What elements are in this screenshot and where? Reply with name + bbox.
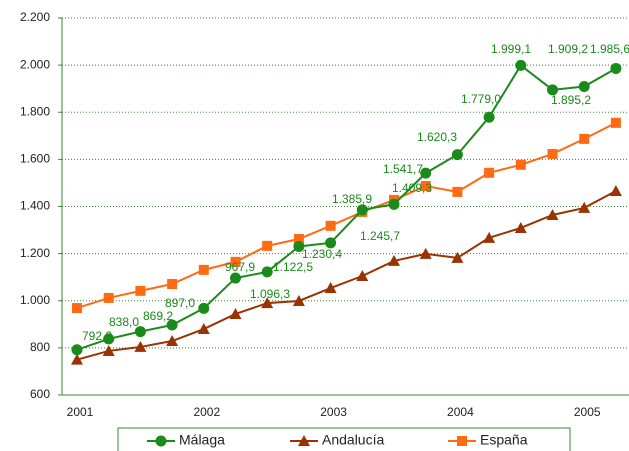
data-label: 1.385,9 [332,192,372,206]
data-label: 1.999,1 [491,42,531,56]
point [420,167,432,179]
point [230,272,241,284]
point [230,256,241,267]
point [103,333,115,345]
point [135,285,146,296]
point [483,111,495,123]
series-line [76,121,617,310]
data-label: 1.096,3 [250,287,290,301]
point [484,167,495,178]
point [578,81,590,93]
point [514,221,527,233]
point [356,270,369,282]
point [103,292,114,303]
data-label: 897,0 [165,296,195,310]
point [610,117,621,128]
x-tick-label: 2001 [67,405,94,419]
x-tick-label: 2005 [574,405,601,419]
data-label: 792,2 [82,329,112,343]
data-label: 1.230,4 [302,247,342,261]
point [451,251,464,263]
point [293,234,304,245]
legend-marker [457,436,467,446]
series-line [76,63,617,351]
point [167,279,178,290]
point [547,84,558,96]
x-tick-label: 2003 [320,405,347,419]
data-label: 1.245,7 [360,229,400,243]
point [610,63,622,75]
y-tick-label: 2.000 [20,57,50,71]
point [72,303,82,314]
data-label: 838,0 [109,315,139,329]
point [261,297,274,309]
point [325,237,337,249]
point [197,323,210,335]
legend-label: Málaga [179,432,225,448]
point [229,307,242,319]
data-label: 1.779,0 [461,92,501,106]
y-tick-label: 1.800 [20,104,50,118]
legend-label: España [480,432,528,448]
y-tick-label: 1.200 [20,246,50,260]
data-label: 1.909,2 [548,42,588,56]
point [134,340,147,352]
point [166,335,179,347]
point [102,344,115,356]
point [262,240,273,251]
data-label: 1.122,5 [273,260,313,274]
point [261,266,273,278]
point [388,254,400,266]
data-label: 1.985,6 [590,42,629,56]
y-tick-label: 1.600 [20,152,50,166]
point [546,208,559,220]
point [451,149,463,161]
point [324,282,337,294]
point [515,59,527,71]
point [134,326,146,338]
series-line [76,190,617,361]
legend-label: Andalucía [322,432,384,448]
y-tick-label: 2.200 [20,10,50,24]
point [419,247,432,259]
point [483,231,496,243]
data-label: 1.620,3 [417,130,457,144]
x-tick-label: 2004 [447,405,474,419]
point [292,294,305,306]
data-label: 1.895,2 [551,93,591,107]
point [166,319,178,331]
point [71,344,83,356]
data-label: 1.409,3 [392,181,432,195]
point [578,201,591,213]
legend-marker [155,435,167,447]
point [198,302,210,314]
y-tick-label: 800 [30,340,50,354]
data-label: 967,9 [225,260,255,274]
point [420,181,431,192]
data-label: 1.541,7 [383,162,423,176]
y-tick-label: 1.400 [20,199,50,213]
point [325,220,336,231]
point [71,353,83,365]
point [579,133,590,144]
data-label: 869,2 [143,309,173,323]
point [293,240,305,252]
point [547,148,558,159]
point [198,264,209,275]
point [452,186,463,197]
x-tick-label: 2002 [193,405,220,419]
point [609,184,622,196]
point [515,159,526,170]
y-tick-label: 1.000 [20,293,50,307]
legend-marker [298,435,310,446]
point [356,204,368,216]
point [388,198,400,210]
y-tick-label: 600 [30,387,50,401]
